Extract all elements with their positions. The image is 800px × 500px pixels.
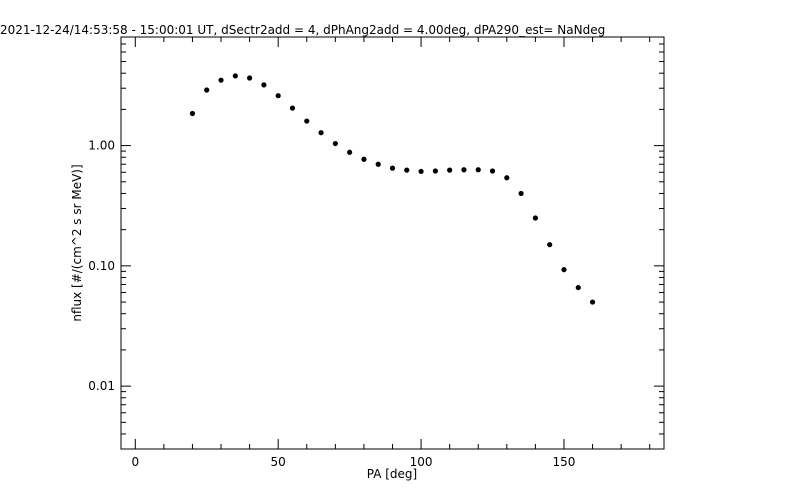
data-point (247, 75, 253, 81)
data-point (189, 110, 196, 117)
data-point (332, 140, 338, 147)
data-point (289, 105, 296, 111)
data-point (204, 87, 210, 93)
data-point (261, 82, 267, 88)
x-tick-label: 50 (271, 455, 286, 469)
data-point (489, 168, 496, 174)
data-point (518, 190, 524, 197)
data-point (418, 168, 424, 175)
x-tick-labels: 0 50 100 150 (131, 455, 575, 469)
chart-title: 2021-12-24/14:53:58 - 15:00:01 UT, dSect… (0, 23, 605, 37)
y-tick-label: 1.00 (88, 139, 115, 153)
data-point (447, 167, 453, 173)
plot-frame (120, 36, 665, 450)
data-point (318, 130, 324, 136)
data-point (375, 161, 381, 167)
data-point (561, 267, 567, 273)
data-point (361, 156, 367, 162)
data-point (504, 175, 510, 181)
axis-ticks (121, 36, 664, 450)
data-point (232, 73, 238, 79)
data-point (575, 284, 581, 291)
data-point (547, 242, 553, 248)
data-point (589, 299, 596, 305)
data-point (461, 167, 467, 173)
data-point (475, 167, 481, 173)
data-point (532, 215, 538, 221)
data-point (432, 168, 438, 174)
x-axis-label: PA [deg] (367, 467, 417, 481)
y-tick-label: 0.01 (88, 379, 115, 393)
data-points (189, 73, 596, 305)
data-point (404, 167, 410, 173)
data-point (347, 149, 353, 155)
x-tick-label: 0 (131, 455, 139, 469)
data-point (304, 118, 310, 124)
x-tick-label: 100 (410, 455, 433, 469)
y-axis-label: nflux [#/(cm^2 s sr MeV)] (70, 164, 84, 321)
data-point (275, 93, 281, 99)
data-point (218, 77, 224, 83)
y-tick-labels: 0.01 0.10 1.00 (88, 139, 115, 394)
y-tick-label: 0.10 (88, 259, 115, 273)
data-point (389, 165, 396, 171)
x-tick-label: 150 (553, 455, 576, 469)
